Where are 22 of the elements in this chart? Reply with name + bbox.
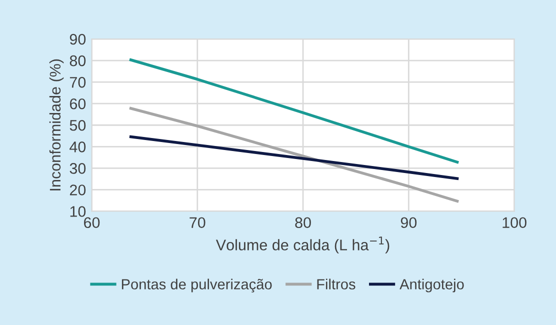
- x-tick-label: 80: [295, 217, 311, 228]
- x-tick-label: 100: [502, 217, 526, 228]
- y-tick-label: 60: [70, 98, 86, 110]
- x-axis-title: Volume de calda (L ha$^{−1}$): [216, 236, 390, 254]
- y-tick-label: 20: [70, 184, 86, 196]
- x-tick-label: 90: [400, 217, 417, 228]
- y-tick-label: 50: [70, 120, 86, 131]
- legend-label: Pontas de pulverização: [122, 278, 272, 292]
- y-axis-title: Inconformidade (%): [49, 59, 64, 190]
- y-tick-label: 90: [70, 34, 86, 45]
- x-tick-label: 70: [190, 217, 206, 228]
- legend-label: Antigotejo: [400, 278, 464, 292]
- y-tick-label: 30: [70, 163, 86, 174]
- y-tick-label: 10: [70, 206, 86, 217]
- line-series: [129, 135, 459, 180]
- y-tick-label: 70: [70, 76, 86, 88]
- legend-label: Filtros: [317, 278, 356, 290]
- y-tick-label: 80: [70, 55, 86, 66]
- y-tick-label: 40: [70, 142, 86, 152]
- line-series: [129, 58, 459, 164]
- x-tick-label: 60: [84, 217, 100, 228]
- line-series: [129, 106, 459, 203]
